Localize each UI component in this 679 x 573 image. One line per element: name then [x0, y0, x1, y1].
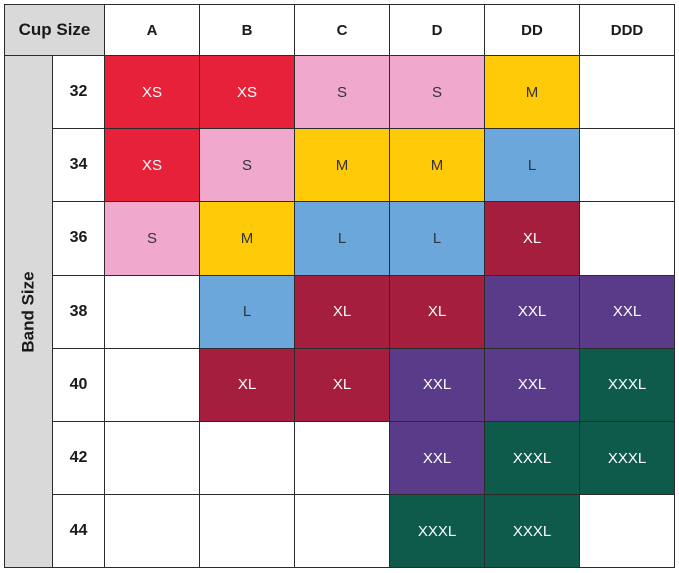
cup-header-d: D: [390, 4, 485, 56]
empty-cell: [105, 275, 200, 349]
size-cell: M: [200, 202, 295, 276]
size-cell: XL: [390, 275, 485, 349]
size-cell: S: [390, 56, 485, 130]
size-cell: XXL: [485, 348, 580, 422]
empty-cell: [200, 495, 295, 569]
size-cell: XS: [105, 129, 200, 203]
empty-cell: [105, 348, 200, 422]
size-cell: XL: [485, 202, 580, 276]
empty-cell: [295, 495, 390, 569]
empty-cell: [580, 202, 675, 276]
size-cell: M: [390, 129, 485, 203]
cup-header-dd: DD: [485, 4, 580, 56]
size-cell: XS: [200, 56, 295, 130]
empty-cell: [105, 422, 200, 496]
size-cell: XXXL: [580, 348, 675, 422]
band-size-label-text: Band Size: [18, 270, 38, 353]
band-header-36: 36: [53, 202, 105, 276]
cup-size-header: Cup Size: [4, 4, 105, 56]
size-cell: XXXL: [485, 495, 580, 569]
size-cell: XXXL: [390, 495, 485, 569]
size-cell: L: [390, 202, 485, 276]
empty-cell: [200, 422, 295, 496]
band-header-40: 40: [53, 348, 105, 422]
empty-cell: [580, 129, 675, 203]
size-cell: M: [295, 129, 390, 203]
empty-cell: [105, 495, 200, 569]
size-cell: L: [200, 275, 295, 349]
size-cell: XL: [200, 348, 295, 422]
size-cell: XXXL: [580, 422, 675, 496]
band-header-32: 32: [53, 56, 105, 130]
band-size-label: Band Size: [4, 56, 53, 568]
size-cell: L: [485, 129, 580, 203]
size-cell: XL: [295, 275, 390, 349]
band-header-44: 44: [53, 495, 105, 569]
empty-cell: [580, 56, 675, 130]
cup-header-b: B: [200, 4, 295, 56]
size-cell: S: [105, 202, 200, 276]
cup-header-a: A: [105, 4, 200, 56]
size-cell: XL: [295, 348, 390, 422]
size-cell: XXL: [580, 275, 675, 349]
size-cell: XXXL: [485, 422, 580, 496]
cup-header-c: C: [295, 4, 390, 56]
size-cell: XS: [105, 56, 200, 130]
size-cell: XXL: [390, 348, 485, 422]
size-cell: S: [295, 56, 390, 130]
empty-cell: [295, 422, 390, 496]
band-header-42: 42: [53, 422, 105, 496]
band-header-38: 38: [53, 275, 105, 349]
size-cell: M: [485, 56, 580, 130]
band-header-34: 34: [53, 129, 105, 203]
size-cell: L: [295, 202, 390, 276]
empty-cell: [580, 495, 675, 569]
cup-header-ddd: DDD: [580, 4, 675, 56]
size-cell: XXL: [390, 422, 485, 496]
size-cell: XXL: [485, 275, 580, 349]
size-cell: S: [200, 129, 295, 203]
